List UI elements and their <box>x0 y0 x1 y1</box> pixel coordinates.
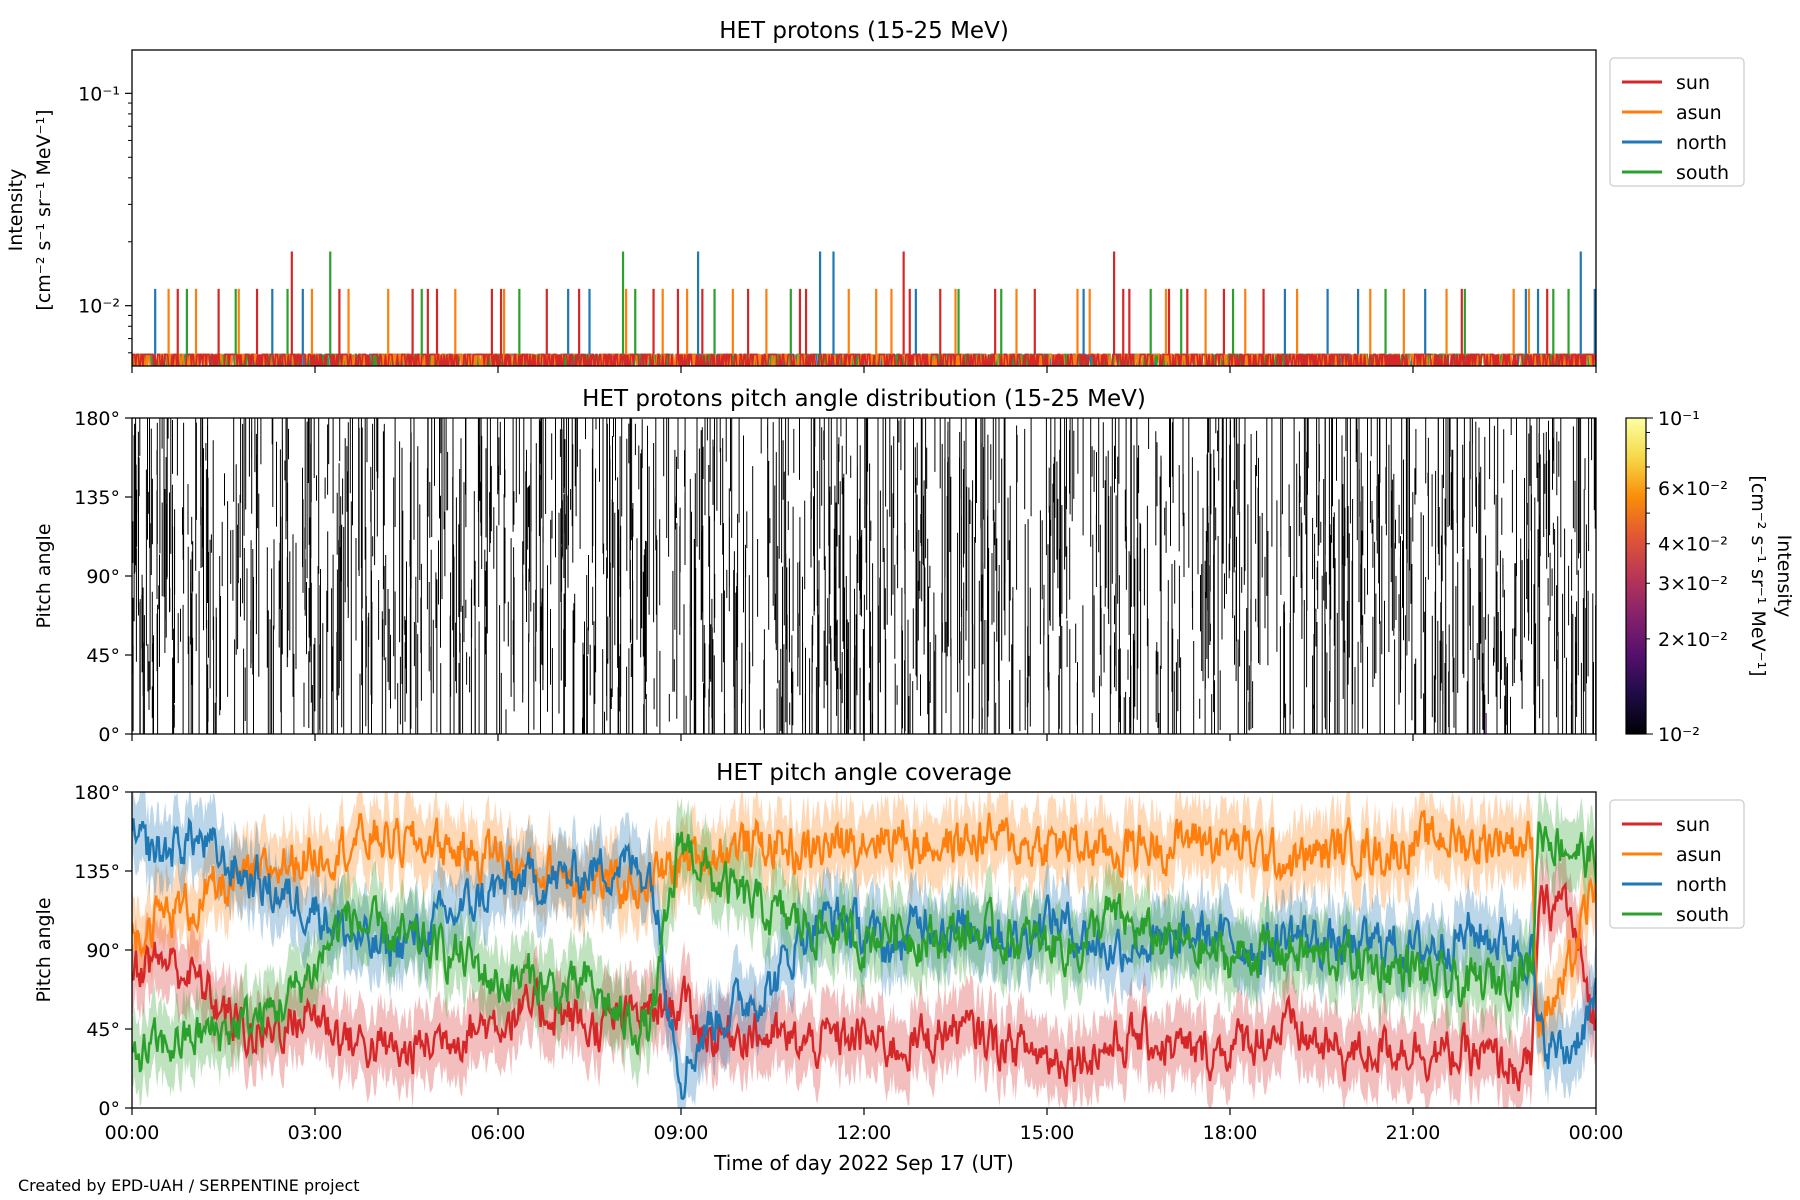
y-axis-label-3: Pitch angle <box>33 897 55 1002</box>
coverage-band-sun <box>132 849 1596 1108</box>
y-tick-label: 180° <box>74 782 120 804</box>
y-tick-label: 45° <box>86 645 120 667</box>
heatmap-cells <box>132 418 1596 734</box>
colorbar-unit: [cm⁻² s⁻¹ sr⁻¹ MeV⁻¹] <box>1747 475 1769 676</box>
y-tick-label: 135° <box>74 861 120 883</box>
colorbar-frame <box>1625 417 1647 735</box>
panel-title-2: HET protons pitch angle distribution (15… <box>582 386 1146 412</box>
coverage-line-asun <box>132 809 1596 1038</box>
y-tick-label: 10⁻¹ <box>78 83 120 105</box>
colorbar-tick-label: 6×10⁻² <box>1658 478 1728 500</box>
legend-coverage-label-asun: asun <box>1676 844 1722 866</box>
colorbar-tick-label: 10⁻¹ <box>1658 408 1700 430</box>
y-axis-label-1: Intensity <box>5 169 27 252</box>
legend-coverage-label-sun: sun <box>1676 814 1710 836</box>
y-tick-label: 135° <box>74 487 120 509</box>
legend-intensity-label-north: north <box>1676 132 1727 154</box>
legend-coverage-label-south: south <box>1676 904 1729 926</box>
colorbar-label: Intensity <box>1773 535 1795 618</box>
panel-title-3: HET pitch angle coverage <box>716 760 1012 786</box>
y-tick-label: 180° <box>74 408 120 430</box>
y-tick-label: 10⁻² <box>78 296 120 318</box>
coverage-line-north <box>132 816 1596 1101</box>
x-tick-label: 00:00 <box>105 1122 160 1144</box>
y-tick-label: 45° <box>86 1019 120 1041</box>
x-tick-label: 06:00 <box>471 1122 526 1144</box>
y-axis-unit-1: [cm⁻² s⁻¹ sr⁻¹ MeV⁻¹] <box>33 109 55 310</box>
y-axis-label-2: Pitch angle <box>33 523 55 628</box>
coverage-line-sun <box>132 881 1596 1092</box>
intensity-series-sun <box>132 353 1596 366</box>
legend-intensity-label-south: south <box>1676 162 1729 184</box>
coverage-band-asun <box>132 792 1596 1073</box>
y-tick-label: 0° <box>98 1098 120 1120</box>
panel1-data <box>132 251 1596 366</box>
x-tick-label: 21:00 <box>1386 1122 1441 1144</box>
legend-intensity-label-sun: sun <box>1676 72 1710 94</box>
colorbar-tick-label: 4×10⁻² <box>1658 534 1728 556</box>
x-tick-label: 09:00 <box>654 1122 709 1144</box>
legend-intensity-label-asun: asun <box>1676 102 1722 124</box>
panel-title-1: HET protons (15-25 MeV) <box>719 18 1009 44</box>
credit-text: Created by EPD-UAH / SERPENTINE project <box>18 1176 360 1195</box>
x-tick-label: 00:00 <box>1569 1122 1624 1144</box>
panel1-background <box>132 50 1596 366</box>
legend-intensity <box>1609 57 1745 187</box>
x-tick-label: 15:00 <box>1020 1122 1075 1144</box>
x-tick-label: 03:00 <box>288 1122 343 1144</box>
legend-coverage <box>1609 799 1745 929</box>
y-tick-label: 90° <box>86 940 120 962</box>
pad-heatmap <box>132 418 1596 734</box>
colorbar <box>1626 418 1646 734</box>
y-tick-label: 0° <box>98 724 120 746</box>
colorbar-tick-label: 2×10⁻² <box>1658 629 1728 651</box>
x-tick-label: 18:00 <box>1203 1122 1258 1144</box>
x-axis-label: Time of day 2022 Sep 17 (UT) <box>713 1151 1014 1175</box>
colorbar-tick-label: 10⁻² <box>1658 724 1700 746</box>
x-tick-label: 12:00 <box>837 1122 892 1144</box>
legend-coverage-label-north: north <box>1676 874 1727 896</box>
colorbar-tick-label: 3×10⁻² <box>1658 573 1728 595</box>
y-tick-label: 90° <box>86 566 120 588</box>
coverage-data <box>132 792 1596 1108</box>
coverage-line-south <box>132 821 1596 1073</box>
